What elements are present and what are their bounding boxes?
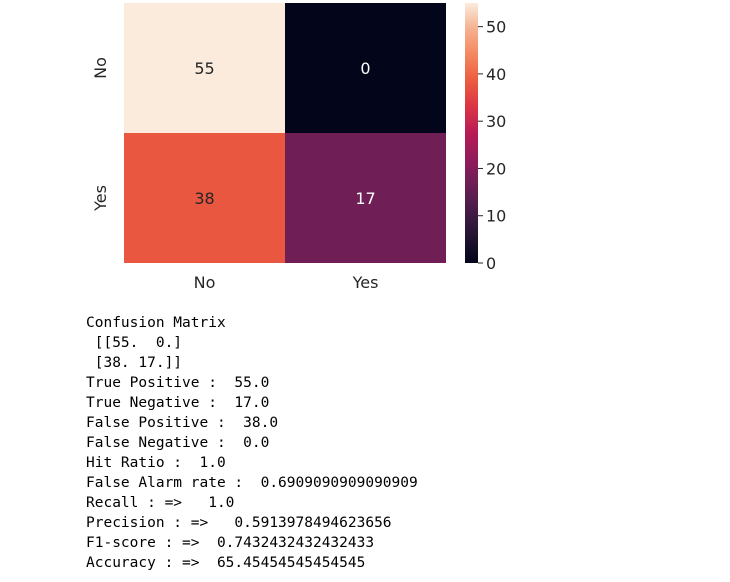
output-line: Precision : => 0.5913978494623656 bbox=[86, 515, 392, 531]
confusion-matrix-heatmap: 55 0 38 17 No Yes No Yes 0 10 20 30 40 50 bbox=[91, 3, 506, 292]
output-line: Accuracy : => 65.45454545454545 bbox=[86, 555, 366, 571]
heatmap-cell bbox=[285, 133, 446, 263]
col-tick-label: No bbox=[194, 273, 216, 292]
colorbar bbox=[465, 3, 478, 263]
output-line: False Positive : 38.0 bbox=[86, 415, 279, 431]
row-tick-label: Yes bbox=[91, 185, 110, 212]
output-line: False Negative : 0.0 bbox=[86, 435, 270, 451]
output-line: F1-score : => 0.7432432432432433 bbox=[86, 535, 375, 551]
col-tick-label: Yes bbox=[352, 273, 379, 292]
output-line: True Negative : 17.0 bbox=[86, 395, 270, 411]
row-tick-label: No bbox=[91, 57, 110, 79]
output-line: Hit Ratio : 1.0 bbox=[86, 455, 226, 471]
console-output: Confusion Matrix [[55. 0.] [38. 17.]] Tru… bbox=[86, 313, 418, 573]
colorbar-tick-label: 10 bbox=[486, 207, 506, 226]
heatmap-cell bbox=[124, 133, 285, 263]
heatmap-cell bbox=[124, 3, 285, 133]
output-line: False Alarm rate : 0.6909090909090909 bbox=[86, 475, 418, 491]
output-line: [38. 17.]] bbox=[86, 355, 183, 371]
output-line: Recall : => 1.0 bbox=[86, 495, 235, 511]
output-line: [[55. 0.] bbox=[86, 335, 183, 351]
heatmap-cell bbox=[285, 3, 446, 133]
colorbar-tick-label: 30 bbox=[486, 112, 506, 131]
cell-value-label: 17 bbox=[355, 189, 375, 208]
output-line: Confusion Matrix bbox=[86, 315, 226, 331]
cell-value-label: 55 bbox=[194, 59, 214, 78]
colorbar-tick-label: 50 bbox=[486, 18, 506, 37]
output-line: True Positive : 55.0 bbox=[86, 375, 270, 391]
cell-value-label: 0 bbox=[360, 59, 370, 78]
cell-value-label: 38 bbox=[194, 189, 214, 208]
colorbar-tick-label: 40 bbox=[486, 65, 506, 84]
colorbar-tick-label: 0 bbox=[486, 254, 496, 273]
colorbar-tick-label: 20 bbox=[486, 159, 506, 178]
